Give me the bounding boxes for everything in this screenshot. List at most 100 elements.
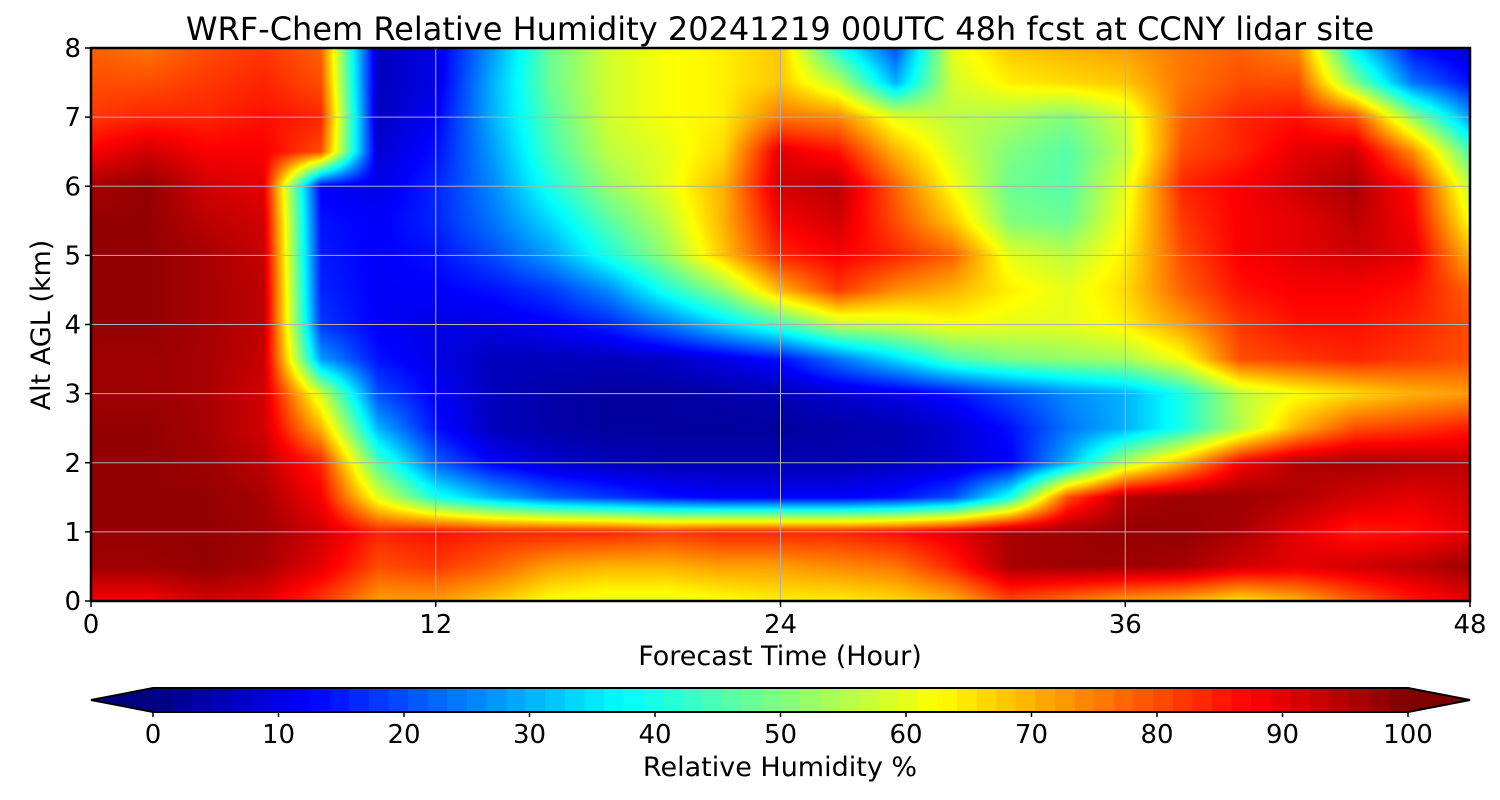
- colorbar-segment: [858, 688, 880, 712]
- plot-area: [91, 48, 1470, 601]
- colorbar-segment: [407, 688, 429, 712]
- colorbar-segment: [525, 688, 546, 712]
- colorbar-segment: [1251, 688, 1272, 712]
- colorbar-segment: [153, 688, 174, 712]
- y-tick-label: 6: [64, 172, 81, 202]
- x-tick-label: 48: [1453, 610, 1486, 640]
- colorbar-segment: [1388, 688, 1409, 712]
- colorbar-segment: [1172, 688, 1193, 712]
- colorbar-segment: [1192, 688, 1213, 712]
- colorbar-tick-label: 40: [638, 720, 671, 750]
- colorbar-segment: [760, 688, 782, 712]
- colorbar-segment: [505, 688, 527, 712]
- colorbar-segment: [231, 688, 252, 712]
- colorbar-segment: [329, 688, 350, 712]
- y-axis-label: Alt AGL (km): [26, 240, 57, 411]
- colorbar: 0 10 20 30 40 50 60 70 80 90 100: [90, 687, 1471, 750]
- colorbar-segment: [800, 688, 821, 712]
- colorbar-segment: [584, 688, 605, 712]
- colorbar-segment: [643, 688, 664, 712]
- colorbar-tick-label: 80: [1140, 720, 1173, 750]
- colorbar-segment: [898, 688, 919, 712]
- colorbar-segment: [996, 688, 1017, 712]
- colorbar-segment: [368, 688, 389, 712]
- colorbar-segment: [741, 688, 762, 712]
- colorbar-segment: [1211, 688, 1233, 712]
- colorbar-segment: [349, 688, 370, 712]
- y-tick-label: 3: [64, 380, 81, 410]
- colorbar-segment: [1290, 688, 1311, 712]
- y-tick-label: 1: [64, 518, 81, 548]
- colorbar-tick-label: 30: [513, 720, 546, 750]
- colorbar-segment: [976, 688, 997, 712]
- colorbar-segment: [1055, 688, 1076, 712]
- colorbar-segment: [427, 688, 448, 712]
- y-tick-label: 0: [64, 587, 81, 617]
- colorbar-segment: [1309, 688, 1331, 712]
- colorbar-segment: [878, 688, 899, 712]
- colorbar-segment: [545, 688, 566, 712]
- colorbar-segment: [721, 688, 742, 712]
- y-tick-label: 5: [64, 241, 81, 271]
- y-tick-label: 4: [64, 311, 81, 341]
- colorbar-segment: [1015, 688, 1037, 712]
- colorbar-segment: [956, 688, 978, 712]
- colorbar-segment: [780, 688, 801, 712]
- x-axis-label: Forecast Time (Hour): [638, 641, 922, 672]
- colorbar-tick-label: 20: [387, 720, 420, 750]
- colorbar-tick-label: 70: [1015, 720, 1048, 750]
- x-tick-label: 24: [764, 610, 797, 640]
- x-tick-label: 36: [1109, 610, 1142, 640]
- colorbar-segment: [486, 688, 507, 712]
- colorbar-segment: [251, 688, 272, 712]
- grid-lines: [91, 48, 1470, 601]
- colorbar-segment: [702, 688, 723, 712]
- y-axis: 0 1 2 3 4 5 6 7 8: [64, 34, 91, 617]
- colorbar-extend-min: [91, 688, 153, 712]
- y-tick-label: 2: [64, 449, 81, 479]
- colorbar-tick-label: 0: [145, 720, 162, 750]
- colorbar-tick-label: 90: [1266, 720, 1299, 750]
- colorbar-extend-max: [1408, 688, 1470, 712]
- colorbar-segment: [819, 688, 840, 712]
- colorbar-segment: [1133, 688, 1154, 712]
- y-tick-label: 7: [64, 103, 81, 133]
- x-tick-label: 0: [83, 610, 100, 640]
- colorbar-tick-label: 100: [1383, 720, 1433, 750]
- colorbar-tick-label: 50: [764, 720, 797, 750]
- colorbar-segment: [604, 688, 625, 712]
- colorbar-segment: [1368, 688, 1389, 712]
- colorbar-segment: [172, 688, 193, 712]
- colorbar-tick-label: 60: [889, 720, 922, 750]
- colorbar-segment: [211, 688, 233, 712]
- colorbar-segment: [270, 688, 291, 712]
- colorbar-segment: [1153, 688, 1174, 712]
- colorbar-segment: [682, 688, 703, 712]
- x-axis: 0 12 24 36 48: [83, 601, 1487, 640]
- colorbar-segment: [1074, 688, 1095, 712]
- colorbar-segment: [1349, 688, 1370, 712]
- colorbar-segment: [1329, 688, 1350, 712]
- y-tick-label: 8: [64, 34, 81, 64]
- colorbar-segment: [1231, 688, 1252, 712]
- colorbar-segment: [388, 688, 409, 712]
- colorbar-segment: [1113, 688, 1135, 712]
- colorbar-label: Relative Humidity %: [643, 752, 917, 783]
- colorbar-segment: [1094, 688, 1115, 712]
- colorbar-segment: [447, 688, 468, 712]
- x-tick-label: 12: [419, 610, 452, 640]
- colorbar-segment: [309, 688, 331, 712]
- colorbar-segment: [1035, 688, 1056, 712]
- colorbar-segment: [917, 688, 938, 712]
- colorbar-segment: [839, 688, 860, 712]
- colorbar-segment: [192, 688, 213, 712]
- chart-title: WRF-Chem Relative Humidity 20241219 00UT…: [186, 10, 1374, 48]
- colorbar-segment: [937, 688, 958, 712]
- colorbar-segment: [564, 688, 586, 712]
- colorbar-segment: [662, 688, 684, 712]
- colorbar-segment: [466, 688, 487, 712]
- colorbar-segment: [290, 688, 311, 712]
- colorbar-tick-label: 10: [262, 720, 295, 750]
- colorbar-segment: [623, 688, 644, 712]
